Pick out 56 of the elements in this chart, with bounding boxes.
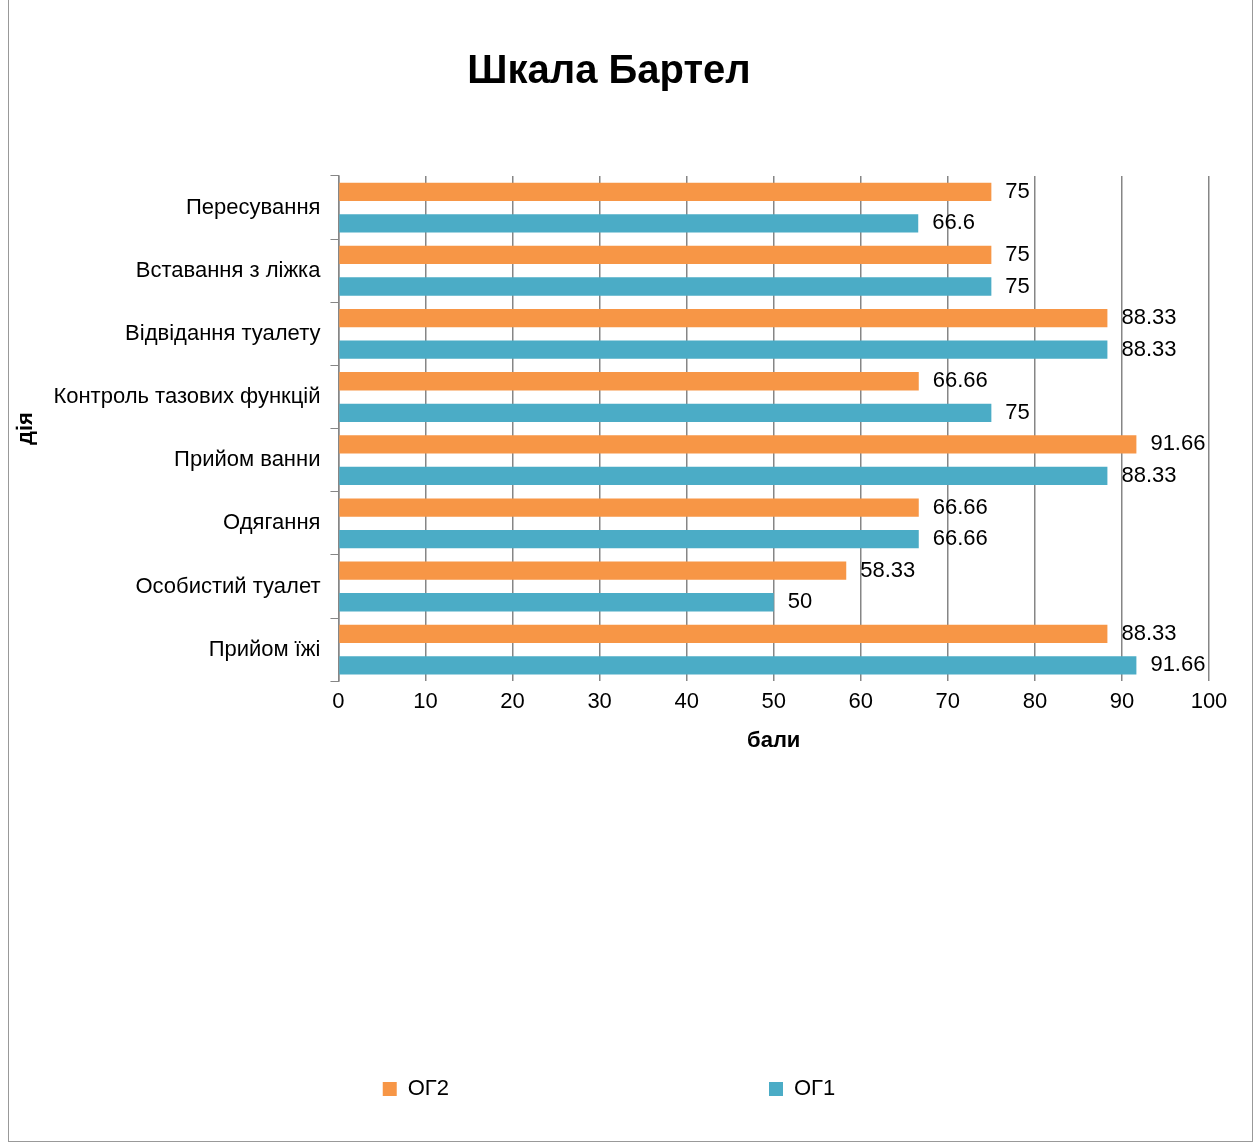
x-tick-label: 90 [1109, 688, 1135, 714]
bar [339, 561, 847, 580]
y-tick-label: Пересування [186, 193, 321, 219]
bar [339, 277, 992, 296]
y-axis-title: дія [12, 412, 38, 446]
y-tick-label: Прийом ванни [174, 446, 321, 472]
x-tick-label: 30 [587, 688, 612, 714]
chart-title: Шкала Бартел [467, 47, 751, 92]
bar [339, 372, 919, 391]
bar [339, 182, 992, 201]
x-tick-label: 10 [413, 688, 438, 714]
data-label: 91.66 [1150, 430, 1206, 456]
x-tick-label: 0 [332, 688, 345, 714]
y-tick-label: Прийом їжі [208, 635, 321, 661]
data-label: 88.33 [1121, 304, 1177, 330]
y-tick-label: Одягання [223, 509, 321, 535]
data-label: 88.33 [1121, 462, 1177, 488]
data-label: 66.66 [932, 525, 988, 551]
bar [339, 624, 1108, 643]
x-tick-label: 40 [674, 688, 699, 714]
data-label: 66.66 [932, 493, 988, 519]
data-label: 75 [1005, 241, 1030, 266]
data-label: 66.66 [932, 367, 988, 393]
bar [339, 498, 919, 517]
bar [339, 466, 1108, 486]
x-tick-label: 50 [761, 688, 786, 714]
bar [339, 403, 992, 422]
bar [339, 529, 919, 549]
x-axis-title: бали [747, 726, 801, 752]
data-label: 50 [787, 588, 813, 614]
y-tick-label: Особистий туалет [135, 572, 321, 598]
data-label: 75 [1005, 398, 1030, 424]
bar [339, 593, 774, 612]
bar [339, 656, 1137, 675]
bar [339, 435, 1137, 454]
data-label: 58.33 [860, 556, 916, 582]
x-tick-label: 100 [1190, 688, 1228, 714]
data-label: 88.33 [1121, 335, 1177, 361]
legend-label: ОГ1 [794, 1075, 836, 1101]
data-label: 66.6 [932, 209, 976, 235]
bar [339, 340, 1108, 359]
data-label: 91.66 [1150, 651, 1206, 677]
x-tick-label: 80 [1022, 688, 1048, 714]
data-label: 75 [1005, 177, 1030, 203]
bar [339, 245, 992, 265]
y-tick-label: Відвідання туалету [125, 319, 321, 345]
x-tick-label: 60 [848, 688, 874, 714]
y-tick-label: Вставання з ліжка [135, 256, 322, 282]
data-label: 88.33 [1121, 619, 1177, 645]
bar [339, 308, 1108, 328]
legend-label: ОГ2 [407, 1075, 449, 1101]
x-tick-label: 20 [500, 688, 525, 714]
data-label: 75 [1005, 272, 1030, 298]
x-tick-label: 70 [935, 688, 961, 714]
y-tick-label: Контроль тазових функцій [53, 383, 321, 409]
bar [339, 214, 919, 233]
